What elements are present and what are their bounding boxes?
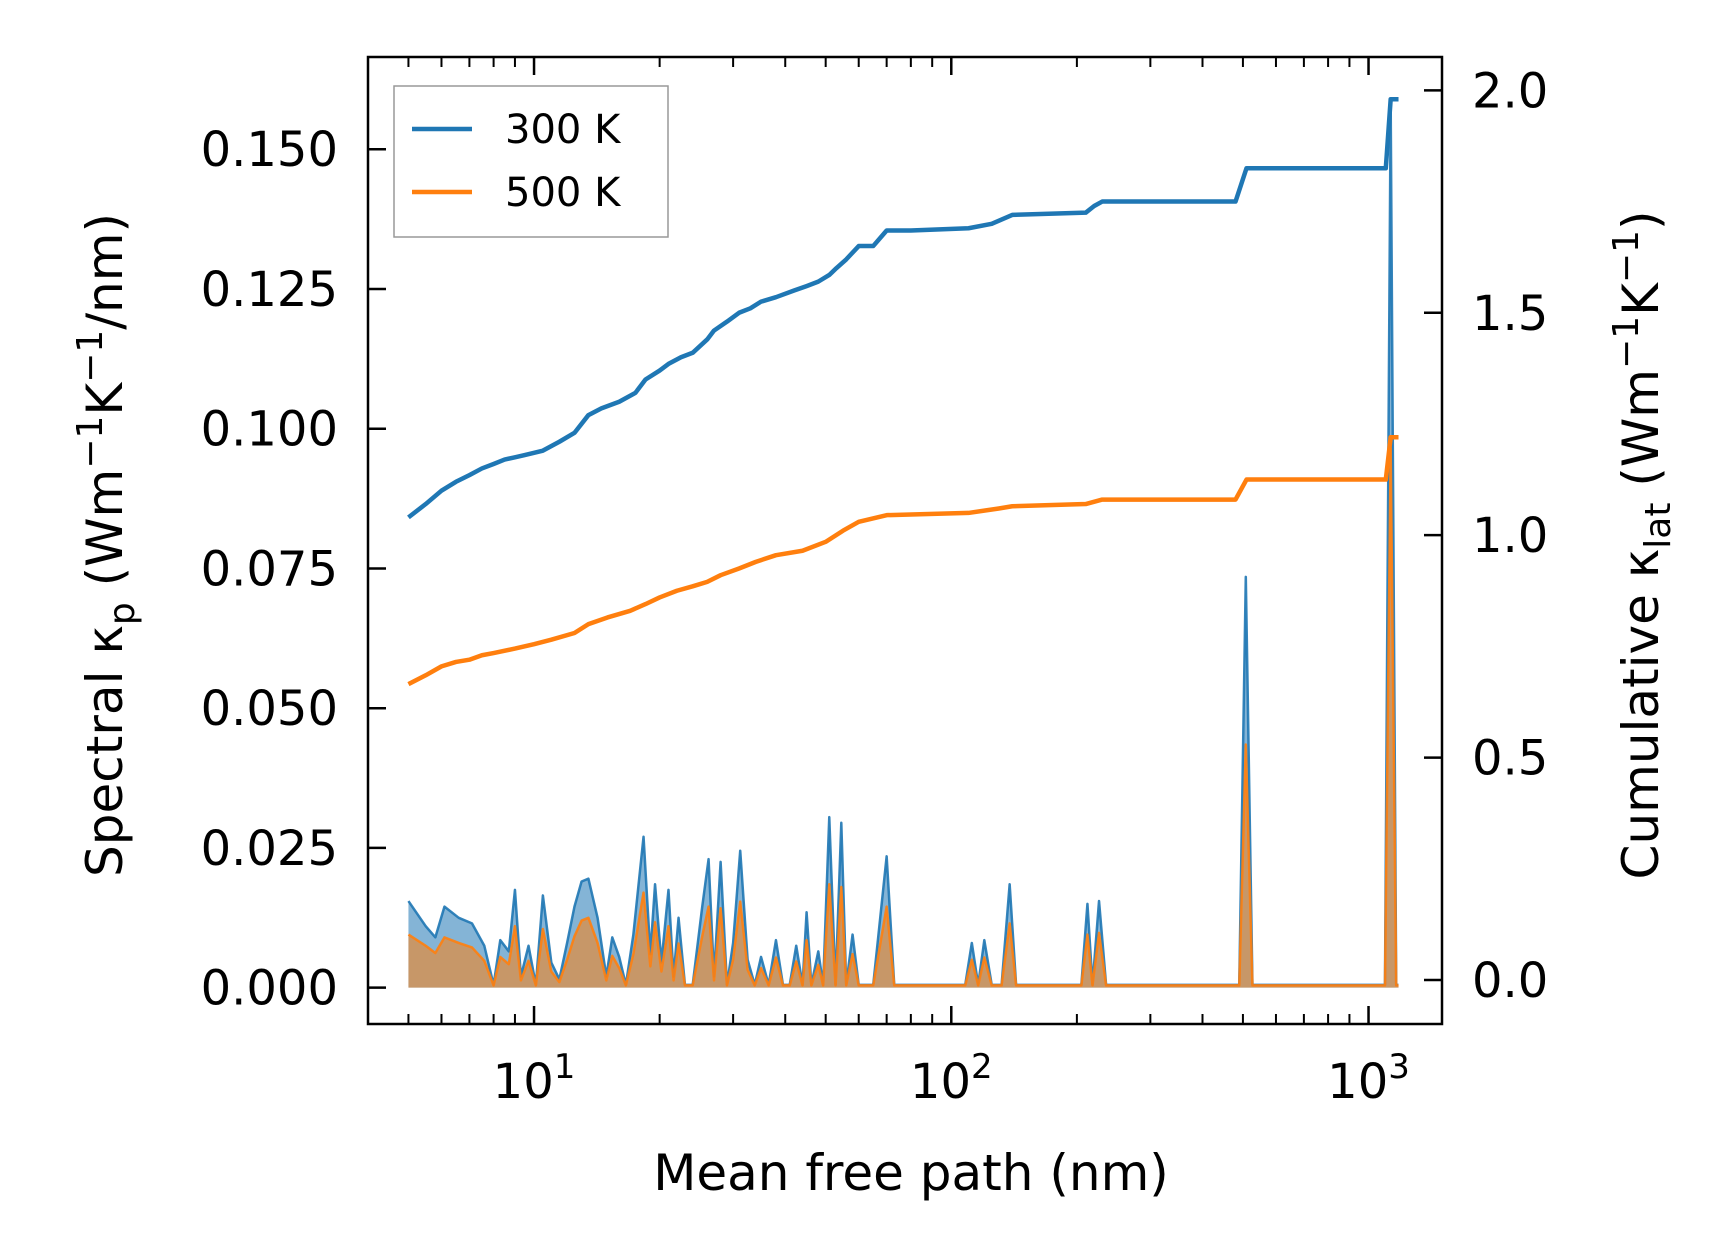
left-y-tick-label: 0.050 — [201, 681, 338, 737]
left-y-tick-label: 0.000 — [201, 961, 338, 1017]
right-y-tick-label: 1.5 — [1472, 286, 1548, 342]
plot-area — [407, 97, 1399, 988]
right-y-axis-label: Cumulative κlat (Wm−1K−1) — [1606, 211, 1679, 880]
left-y-axis-label: Spectral κp (Wm−1K−1/nm) — [70, 213, 143, 877]
axes: 0.000 0.025 0.050 0.075 0.100 0.125 0.150 0.0 0.… — [201, 55, 1548, 1110]
right-y-tick-label: 0.0 — [1472, 953, 1548, 1009]
left-y-tick-label: 0.075 — [201, 541, 338, 597]
legend-label-300k: 300 K — [505, 107, 622, 153]
left-y-tick-label: 0.125 — [201, 262, 338, 318]
x-axis-label: Mean free path (nm) — [653, 1144, 1169, 1202]
x-tick-label: 103 — [1327, 1047, 1410, 1110]
right-y-tick-label: 0.5 — [1472, 731, 1548, 787]
cumulative-line-1 — [407, 435, 1399, 687]
legend-frame — [393, 85, 669, 238]
legend: 300 K 500 K — [393, 85, 669, 238]
left-y-tick-label: 0.025 — [201, 821, 338, 877]
left-y-tick-label: 0.100 — [201, 402, 338, 458]
legend-label-500k: 500 K — [505, 170, 622, 216]
x-tick-label: 102 — [910, 1047, 993, 1110]
axes-frame — [366, 55, 1444, 1026]
x-tick-label: 101 — [493, 1047, 576, 1110]
left-y-tick-label: 0.150 — [201, 122, 338, 178]
spectral-line-1 — [407, 447, 1399, 987]
right-y-tick-label: 1.0 — [1472, 508, 1548, 564]
cumulative-line-0 — [407, 97, 1399, 520]
right-y-tick-label: 2.0 — [1472, 63, 1548, 119]
